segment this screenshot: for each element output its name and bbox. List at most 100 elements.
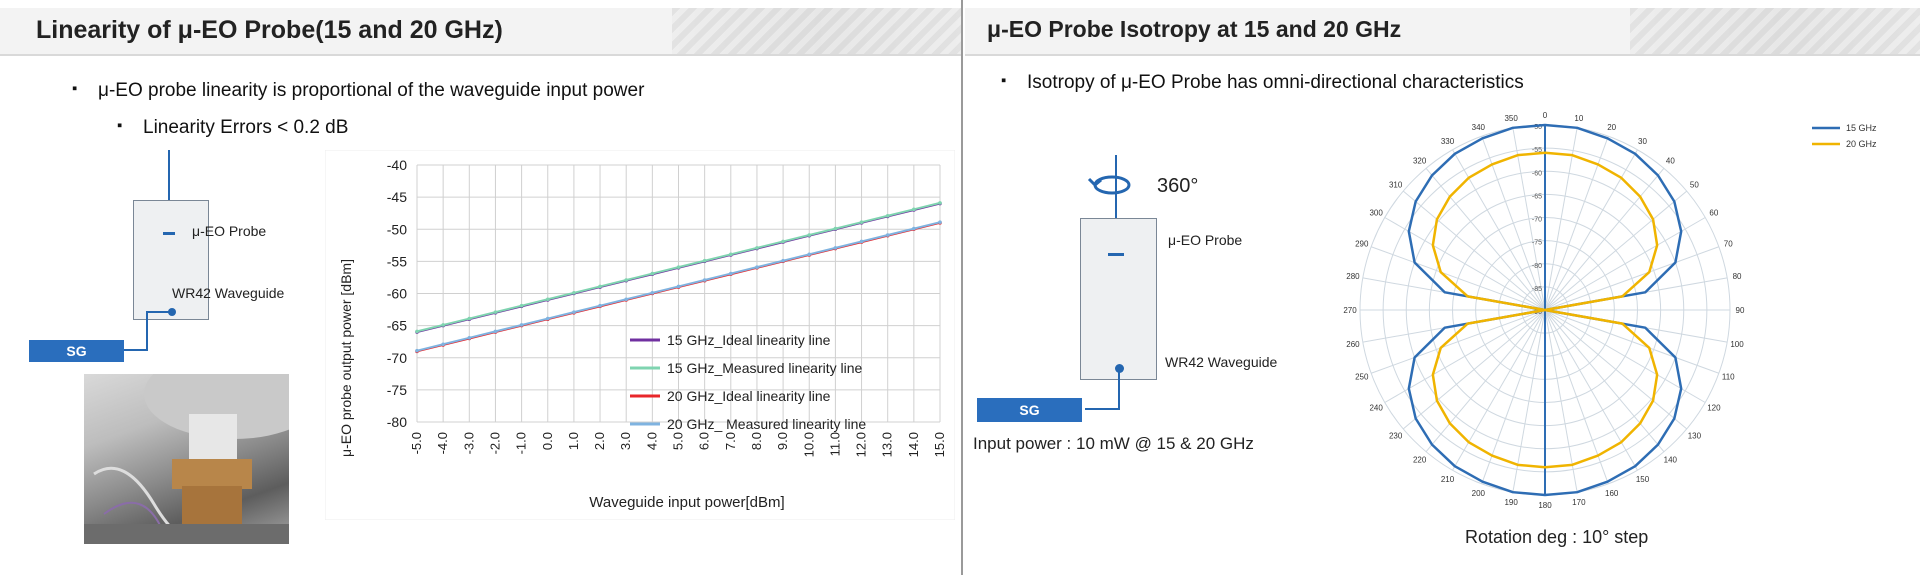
angle-tick-label: 220: [1413, 455, 1427, 464]
angle-tick-label: 70: [1724, 239, 1733, 248]
probe-label: μ-EO Probe: [192, 223, 267, 239]
angle-tick-label: 300: [1369, 209, 1383, 218]
angle-tick-label: 130: [1688, 431, 1702, 440]
x-tick-label: 11.0: [827, 432, 842, 456]
feed-wire-vertical: [146, 311, 148, 351]
data-point: [807, 233, 812, 237]
feed-wire-vertical: [1118, 370, 1120, 410]
title-band: [965, 8, 1920, 54]
data-point: [650, 271, 655, 276]
rotation-arrow-icon: [1087, 175, 1131, 195]
x-tick-label: 9.0: [775, 432, 790, 450]
angle-tick-label: 230: [1389, 431, 1403, 440]
legend-label: 15 GHz_Ideal linearity line: [667, 332, 831, 348]
y-tick-label: -45: [387, 189, 407, 205]
data-point: [702, 258, 707, 263]
x-tick-label: 5.0: [671, 432, 686, 450]
angle-tick-label: 80: [1733, 272, 1742, 281]
feed-wire: [146, 311, 170, 313]
x-tick-label: 3.0: [618, 432, 633, 450]
waveguide-label: WR42 Waveguide: [1165, 354, 1278, 370]
data-point: [859, 239, 864, 244]
y-axis-label: μ-EO probe output power [dBm]: [338, 259, 354, 457]
bullet-linearity: μ-EO probe linearity is proportional of …: [72, 80, 644, 102]
x-tick-label: -5.0: [409, 432, 424, 454]
x-tick-label: 1.0: [566, 432, 581, 450]
probe-tip: [1108, 253, 1124, 256]
polar-spoke: [1452, 309, 1546, 471]
polar-spoke: [1402, 190, 1546, 311]
data-point: [415, 329, 419, 334]
data-point: [702, 278, 707, 282]
data-point: [781, 258, 785, 263]
data-point: [441, 323, 445, 327]
angle-tick-label: 350: [1504, 114, 1518, 123]
data-point: [572, 291, 576, 295]
radial-tick-label: -55: [1532, 147, 1542, 154]
x-tick-label: 14.0: [906, 432, 921, 457]
radial-tick-label: -70: [1532, 217, 1542, 224]
angle-tick-label: 290: [1355, 239, 1369, 248]
angle-tick-label: 280: [1346, 272, 1360, 281]
bullet-isotropy: Isotropy of μ-EO Probe has omni-directio…: [1001, 72, 1524, 94]
probe-tip: [163, 232, 175, 235]
feed-wire-bottom: [120, 349, 148, 351]
polar-spoke: [1544, 246, 1720, 311]
polar-spoke: [1512, 127, 1546, 311]
data-point: [885, 213, 890, 218]
angle-tick-label: 210: [1441, 475, 1455, 484]
waveguide-label: WR42 Waveguide: [172, 285, 285, 301]
input-power-label: Input power : 10 mW @ 15 & 20 GHz: [973, 434, 1254, 453]
angle-tick-label: 240: [1369, 404, 1383, 413]
data-point: [833, 226, 838, 231]
polar-spoke: [1452, 149, 1546, 311]
polar-spoke: [1425, 167, 1546, 311]
angle-tick-label: 110: [1722, 373, 1735, 382]
bullet-linearity-errors: Linearity Errors < 0.2 dB: [117, 117, 348, 139]
data-point: [912, 207, 916, 212]
linearity-chart: -40 -45 -50 -55 -60 -65 -70 -75 -80 -5.0 -4.0 -3.0…: [325, 150, 955, 520]
data-point: [859, 220, 864, 224]
data-point: [467, 336, 472, 340]
x-tick-label: -3.0: [461, 432, 476, 454]
x-tick-label: 12.0: [854, 432, 869, 457]
polar-spoke: [1544, 309, 1638, 471]
data-point: [545, 316, 550, 321]
data-point: [650, 291, 655, 295]
angle-tick-label: 50: [1690, 181, 1699, 190]
angle-tick-label: 190: [1504, 498, 1518, 507]
angle-tick-label: 90: [1736, 306, 1745, 315]
rotation-label: 360°: [1157, 175, 1199, 197]
isotropy-polar-chart: 0 10 20 30 40 50 60 70 80 90 100 110 120 130 140 150 160…: [1343, 111, 1745, 510]
probe-label: μ-EO Probe: [1168, 232, 1243, 248]
probe-rod: [168, 150, 170, 235]
data-point: [624, 278, 628, 282]
slide-title: Linearity of μ-EO Probe(15 and 20 GHz): [36, 16, 503, 44]
polar-legend: 15 GHz 20 GHz: [1812, 123, 1877, 149]
data-point: [441, 342, 445, 347]
feed-point: [168, 308, 176, 316]
y-tick-label: -80: [387, 414, 407, 430]
polar-spoke: [1544, 127, 1578, 311]
y-tick-label: -75: [387, 382, 407, 398]
polar-spoke: [1370, 309, 1546, 374]
waveguide-box: [1080, 218, 1157, 380]
angle-tick-label: 180: [1538, 501, 1552, 510]
x-tick-label: 8.0: [749, 432, 764, 450]
title-divider: [965, 54, 1920, 56]
y-tick-label: -40: [387, 157, 407, 173]
x-tick-label: -1.0: [514, 432, 529, 454]
radial-tick-label: -75: [1532, 240, 1542, 247]
polar-spoke: [1544, 309, 1706, 403]
data-point: [938, 220, 942, 224]
right-slide: μ-EO Probe Isotropy at 15 and 20 GHz Iso…: [965, 0, 1920, 575]
polar-spoke: [1544, 167, 1665, 311]
data-point: [755, 265, 759, 269]
data-point: [415, 348, 419, 353]
x-tick-label: 10.0: [801, 432, 816, 457]
angle-tick-label: 160: [1605, 489, 1619, 498]
y-tick-label: -55: [387, 253, 407, 269]
polar-series-line: [1407, 123, 1683, 497]
polar-spoke: [1402, 309, 1546, 430]
angle-tick-label: 340: [1472, 123, 1486, 132]
